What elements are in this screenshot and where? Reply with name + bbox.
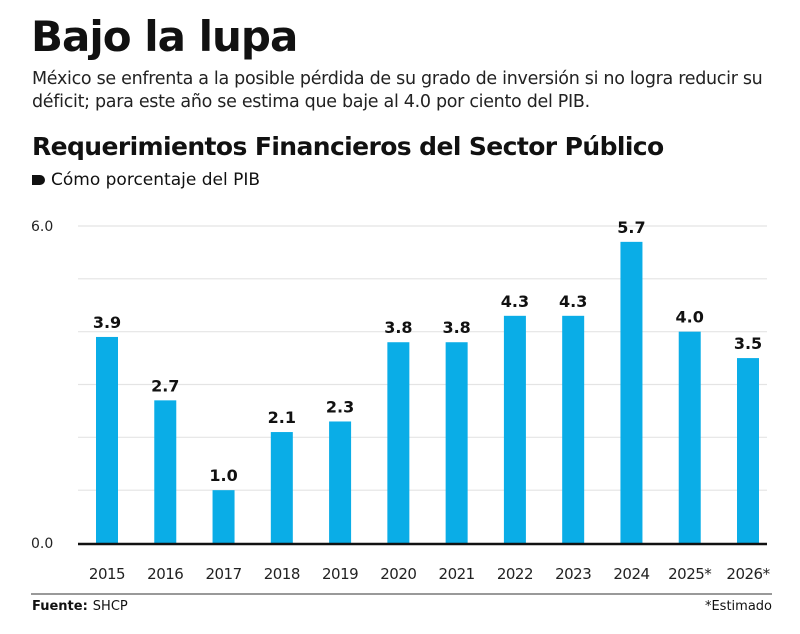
value-label: 3.9 [93, 313, 121, 332]
headline: Bajo la lupa [31, 12, 298, 61]
value-label: 3.5 [734, 334, 762, 353]
x-tick-label: 2015 [89, 565, 125, 583]
x-tick-label: 2021 [439, 565, 475, 583]
x-tick-label: 2017 [205, 565, 241, 583]
x-tick-label: 2022 [497, 565, 533, 583]
chart-title: Requerimientos Financieros del Sector Pú… [32, 132, 664, 161]
bar [387, 342, 410, 543]
bar [737, 358, 759, 543]
source-value: SHCP [92, 599, 128, 614]
bar [212, 490, 235, 543]
value-label: 3.8 [384, 318, 412, 337]
x-tick-label: 2026* [726, 565, 770, 583]
bar [503, 315, 526, 543]
value-label: 2.1 [268, 408, 296, 427]
x-tick-label: 2020 [380, 565, 416, 583]
y-axis-ticks: 0.0 6.0 [31, 219, 53, 552]
bar [445, 342, 468, 543]
bar [678, 331, 701, 543]
bar [154, 400, 177, 543]
headline-subtitle: México se enfrenta a la posible pérdida … [32, 69, 763, 112]
bars [96, 241, 759, 543]
x-tick-label: 2018 [264, 565, 300, 583]
estimate-note: *Estimado [704, 599, 772, 614]
value-label: 4.0 [676, 308, 704, 327]
x-tick-label: 2019 [322, 565, 358, 583]
y-tick-label: 0.0 [31, 536, 53, 552]
bullet-icon [32, 175, 45, 185]
bar [562, 315, 585, 543]
x-axis-ticks: 2015 2016 2017 2018 2019 2020 2021 2022 2023 2024… [89, 565, 771, 583]
bar [620, 241, 643, 543]
chart-unit-text: Cómo porcentaje del PIB [51, 170, 260, 190]
bar [329, 421, 352, 543]
bar [270, 432, 293, 543]
value-label: 2.7 [151, 376, 179, 395]
bar [96, 336, 118, 543]
source-label: Fuente: [32, 599, 88, 614]
source: Fuente: SHCP [32, 599, 128, 614]
x-tick-label: 2024 [613, 565, 649, 583]
x-tick-label: 2023 [555, 565, 591, 583]
value-label: 5.7 [617, 218, 645, 237]
x-tick-label: 2025* [668, 565, 712, 583]
value-label: 3.8 [442, 318, 470, 337]
value-label: 4.3 [501, 292, 529, 311]
value-label: 1.0 [209, 466, 237, 485]
footer-divider [31, 593, 772, 595]
value-label: 2.3 [326, 397, 354, 416]
x-tick-label: 2016 [147, 565, 183, 583]
chart-unit-label: Cómo porcentaje del PIB [32, 170, 260, 190]
y-tick-label: 6.0 [31, 219, 53, 235]
gridlines [78, 225, 767, 491]
value-labels: 3.9 2.7 1.0 2.1 2.3 3.8 3.8 4.3 4.3 5.7 4.0 3.5 [93, 218, 762, 485]
value-label: 4.3 [559, 292, 587, 311]
